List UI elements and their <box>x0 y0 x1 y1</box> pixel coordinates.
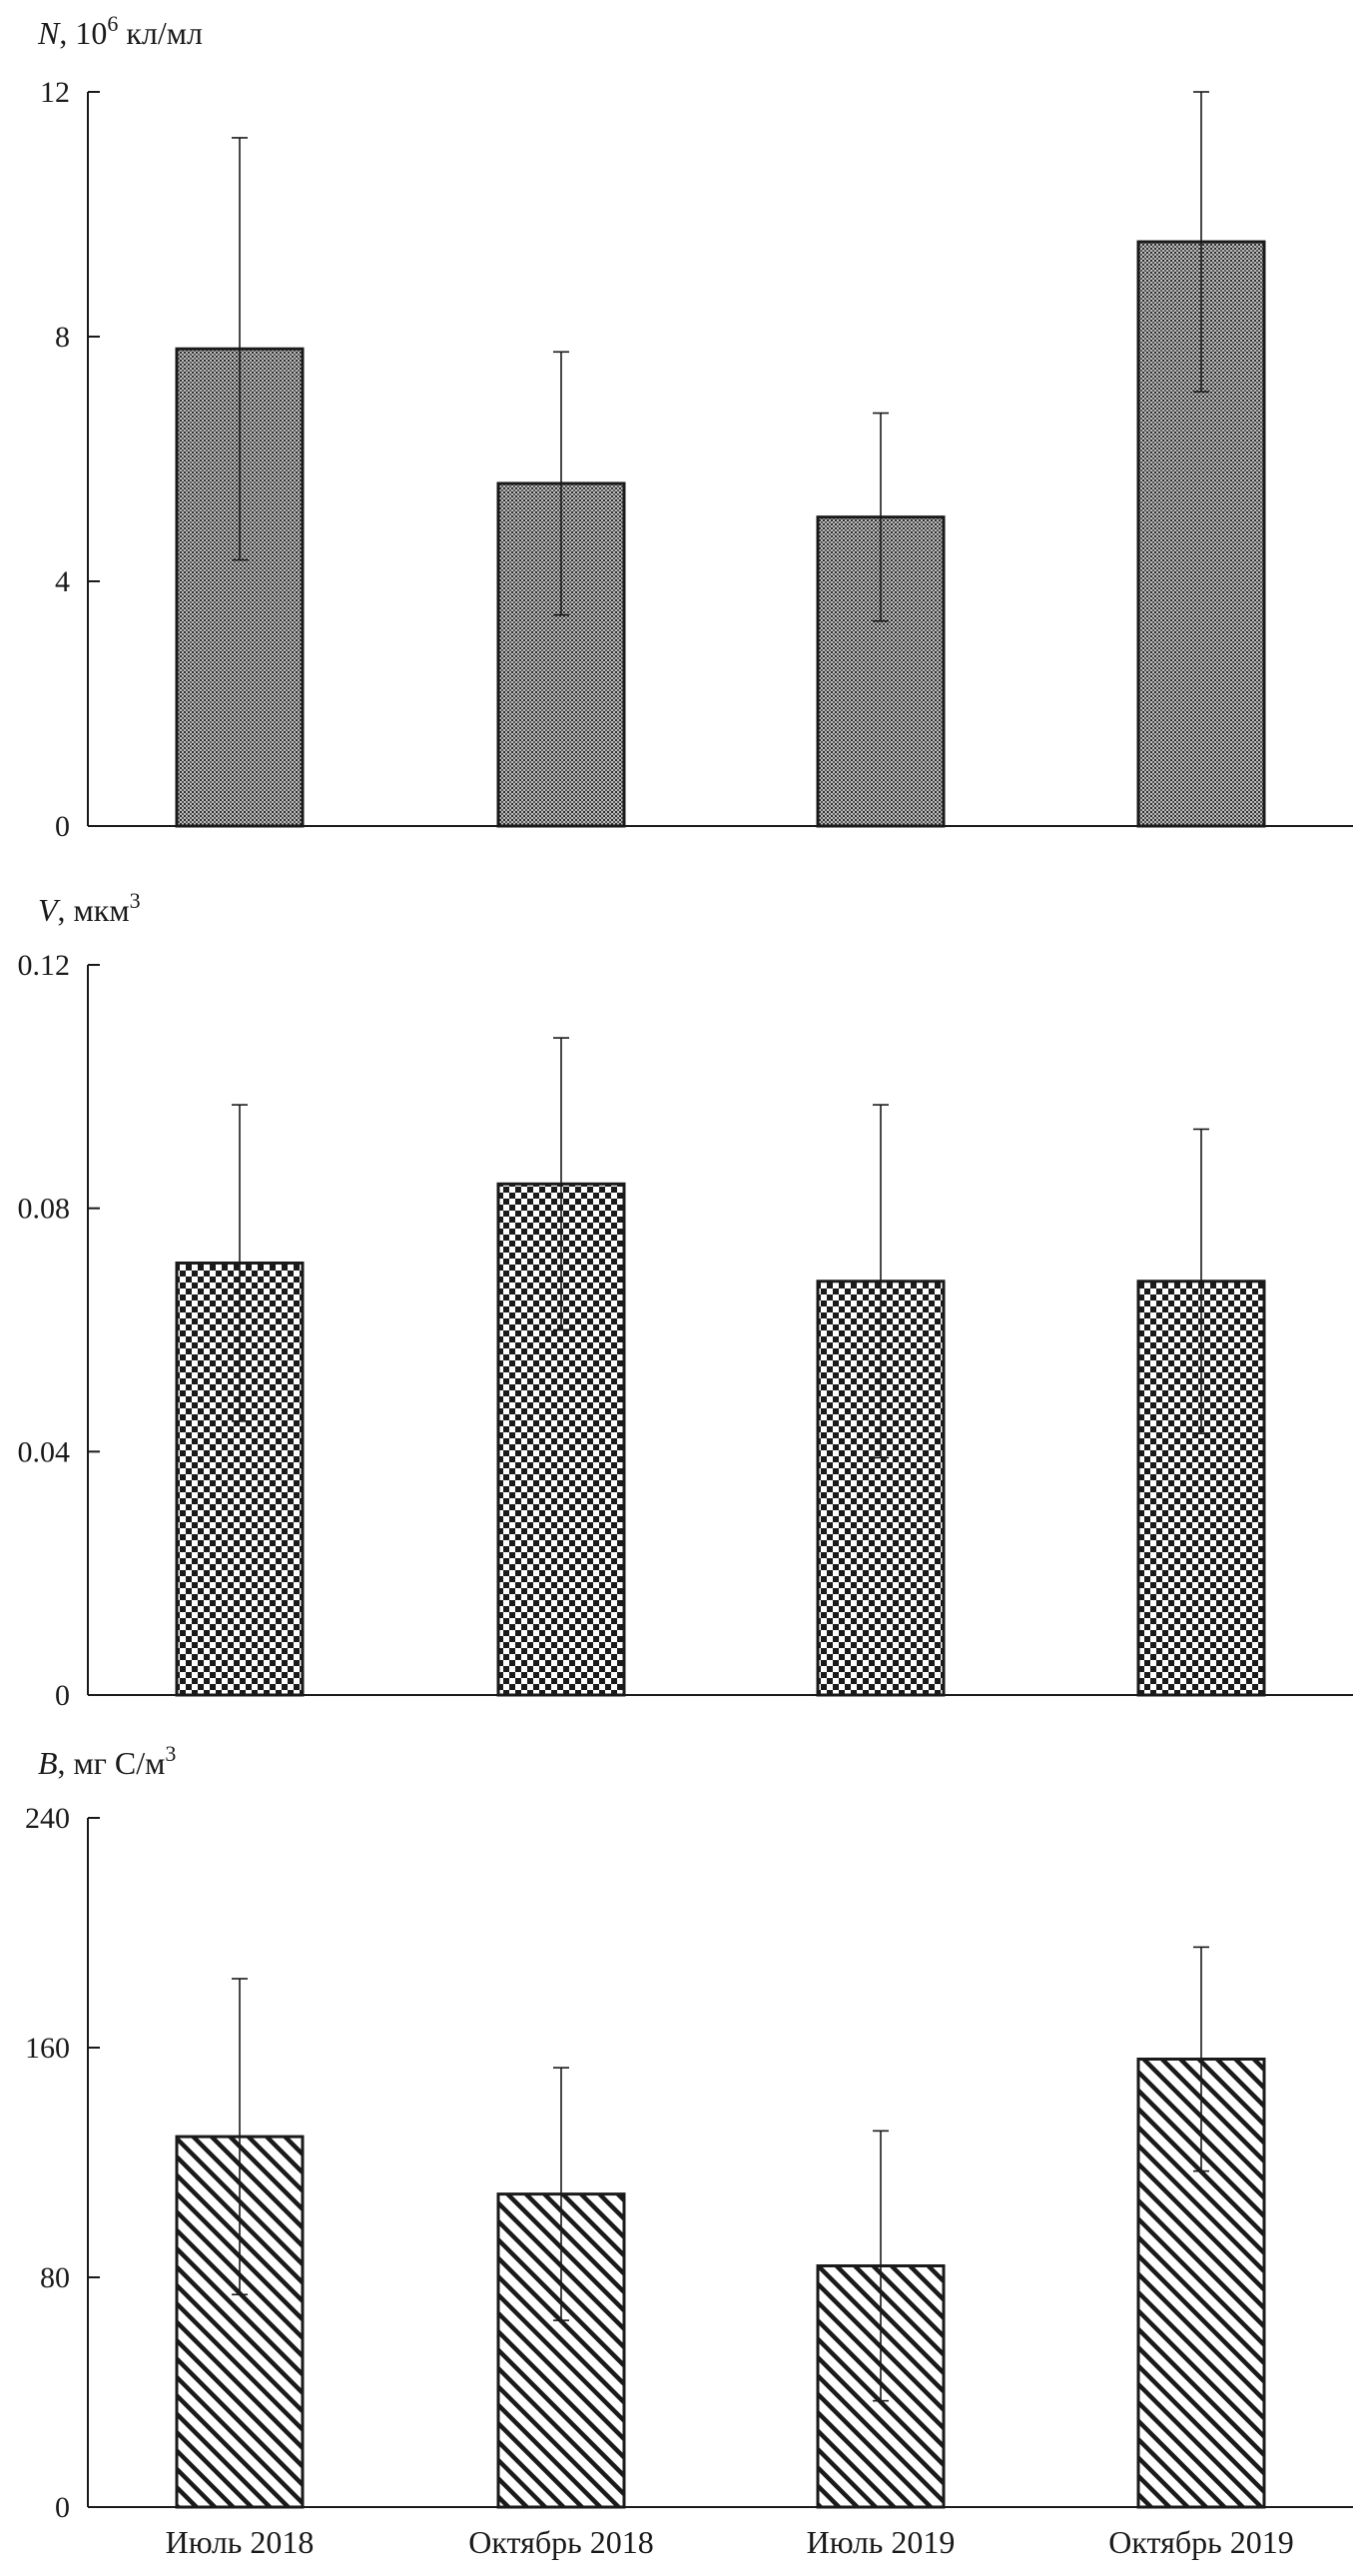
y-tick-label: 0 <box>55 2491 70 2524</box>
y-axis-symbol: B <box>38 1745 58 1781</box>
y-axis-label: V, мкм3 <box>38 888 141 928</box>
y-axis-symbol: N <box>37 15 61 51</box>
density-panel: N, 106 кл/мл 0 4 8 12 <box>37 11 1353 843</box>
y-tick-label: 160 <box>25 2032 70 2065</box>
x-category-label: Июль 2019 <box>807 2524 956 2560</box>
y-axis-unit-superscript: 3 <box>165 1741 176 1766</box>
y-axis-unit-rest: кл/мл <box>118 15 203 51</box>
y-axis-label: N, 106 кл/мл <box>37 11 203 51</box>
y-axis-symbol: V <box>38 892 61 928</box>
y-tick-label: 0.08 <box>18 1193 71 1226</box>
y-tick-label: 8 <box>55 321 70 354</box>
volume-panel: V, мкм3 0 0.04 0.08 0.12 <box>18 888 1353 1712</box>
y-tick-label: 240 <box>25 1802 70 1835</box>
x-category-label: Октябрь 2018 <box>468 2524 653 2560</box>
y-axis-unit: , мг С/м <box>58 1745 166 1781</box>
x-category-labels: Июль 2018 Октябрь 2018 Июль 2019 Октябрь 20… <box>166 2524 1294 2560</box>
x-category-label: Июль 2018 <box>166 2524 315 2560</box>
y-tick-label: 0 <box>55 810 70 843</box>
y-axis-label: B, мг С/м3 <box>38 1741 176 1781</box>
y-axis-unit: , мкм <box>58 892 130 928</box>
y-axis-unit-superscript: 3 <box>130 888 141 913</box>
y-tick-label: 80 <box>40 2261 70 2294</box>
y-tick-label: 12 <box>40 76 70 109</box>
x-category-label: Октябрь 2019 <box>1108 2524 1293 2560</box>
biomass-panel: B, мг С/м3 0 80 160 240 <box>25 1741 1353 2524</box>
y-axis-unit-superscript: 6 <box>107 11 118 36</box>
y-tick-label: 0.12 <box>18 949 71 982</box>
y-tick-label: 4 <box>55 565 70 598</box>
y-axis-unit: , 10 <box>59 15 107 51</box>
y-tick-label: 0.04 <box>18 1435 71 1468</box>
y-tick-label: 0 <box>55 1679 70 1712</box>
